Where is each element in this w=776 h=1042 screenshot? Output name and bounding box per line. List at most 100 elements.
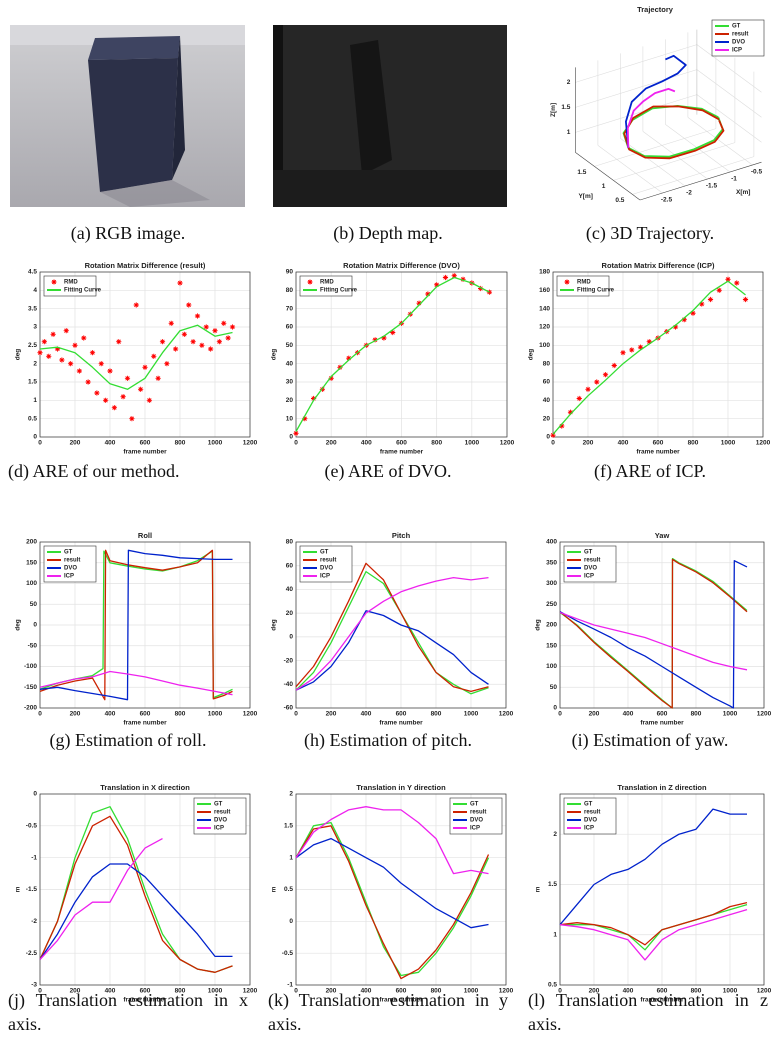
series-line (552, 280, 746, 435)
data-point (164, 361, 170, 367)
data-point (594, 379, 600, 385)
data-point (229, 324, 236, 330)
series-line (559, 611, 748, 671)
x-tick-label: 400 (623, 988, 634, 995)
caption: (d) ARE of our method. (8, 461, 180, 481)
caption: (a) RGB image. (70, 223, 186, 243)
legend-label: ICP (584, 826, 594, 832)
y-tick-label: 1 (33, 397, 37, 404)
legend-label: ICP (584, 574, 594, 580)
x-tick-label: 600 (140, 711, 151, 718)
y-tick-label: 0.5 (615, 197, 624, 204)
x-tick-label: 400 (361, 711, 372, 718)
data-point (177, 280, 183, 286)
legend-marker (564, 279, 570, 285)
y-tick-label: 0 (33, 434, 37, 441)
y-tick-label: 2.5 (28, 342, 37, 349)
data-point (337, 364, 343, 370)
data-point (681, 317, 687, 323)
x-tick-label: 1000 (464, 711, 479, 718)
y-tick-label: 50 (30, 601, 38, 608)
legend-label: DVO (214, 818, 227, 824)
y-tick-label: 60 (286, 324, 294, 331)
axes-box (295, 271, 508, 438)
x-tick-label: 0 (38, 988, 42, 995)
data-point (585, 386, 591, 392)
data-point (68, 361, 74, 367)
data-point (208, 346, 214, 352)
data-point (328, 375, 334, 381)
y-tick-label: 0 (289, 434, 293, 441)
y-tick-label: -150 (24, 684, 37, 691)
data-point (46, 353, 52, 359)
y-tick-label: -1.5 (26, 886, 38, 893)
y-axis-label: m (271, 886, 278, 892)
y-tick-label: 50 (286, 342, 294, 349)
data-point (346, 355, 352, 361)
x-tick-label: 0 (294, 711, 298, 718)
legend-label: ICP (214, 826, 224, 832)
data-point (672, 324, 679, 330)
caption: (i) Estimation of yaw. (571, 730, 729, 750)
y-tick-label: -20 (284, 657, 294, 664)
legend-label: DVO (584, 818, 597, 824)
y-tick-label: 0 (553, 705, 557, 712)
data-point (89, 350, 96, 356)
y-tick-label: 50 (550, 684, 558, 691)
x-axis-label: frame number (636, 449, 680, 456)
data-point (451, 273, 457, 279)
series-line (626, 88, 676, 148)
data-point (85, 379, 91, 385)
x-tick-label: 1200 (757, 711, 772, 718)
y-axis-label: deg (535, 619, 542, 631)
legend-label: GT (732, 24, 741, 30)
y-tick-label: -50 (28, 642, 38, 649)
grid-line (632, 156, 754, 195)
chart-title: Pitch (392, 531, 411, 540)
x-tick-label: 600 (657, 711, 668, 718)
grid-line (594, 128, 716, 167)
x-tick-label: 1200 (499, 711, 514, 718)
legend-marker (51, 279, 57, 285)
x-tick-label: 1000 (464, 988, 479, 995)
y-axis-label: deg (15, 619, 22, 631)
x-tick-label: 200 (70, 711, 81, 718)
legend-label: GT (584, 550, 593, 556)
chart-title: Yaw (655, 531, 670, 540)
data-point (221, 320, 227, 326)
y-tick-label: 0 (546, 434, 550, 441)
data-point (155, 375, 161, 381)
series-line (559, 808, 747, 926)
y-tick-label: 180 (539, 269, 550, 276)
series-line (295, 570, 489, 695)
legend-label: RMD (320, 280, 334, 286)
axes-box (39, 793, 251, 986)
x-tick-label: 1200 (756, 440, 771, 447)
y-tick-label: 200 (26, 539, 37, 546)
data-point (116, 339, 122, 345)
data-point (442, 274, 449, 281)
y-tick-label: 60 (543, 379, 551, 386)
y-tick-label: 200 (546, 622, 557, 629)
y-tick-label: 120 (539, 324, 550, 331)
x-tick-label: 400 (618, 440, 629, 447)
x-tick-label: 200 (70, 988, 81, 995)
axis-line (639, 161, 762, 201)
x-tick-label: 200 (583, 440, 594, 447)
grid-line (575, 69, 697, 108)
x-tick-label: 1200 (243, 711, 258, 718)
y-tick-label: 80 (543, 360, 551, 367)
data-point (98, 361, 104, 367)
x-tick-label: 400 (623, 711, 634, 718)
data-point (390, 329, 396, 336)
legend-label: Fitting Curve (577, 288, 615, 294)
y-tick-label: 20 (286, 397, 294, 404)
data-point (186, 302, 192, 308)
x-tick-label: 0 (294, 440, 298, 447)
x-axis-label: frame number (640, 720, 684, 727)
grid-line (575, 44, 697, 83)
data-point (699, 301, 705, 307)
data-point (742, 296, 749, 303)
y-axis-label: m (535, 886, 542, 892)
chart-title: Rotation Matrix Difference (ICP) (602, 261, 715, 270)
